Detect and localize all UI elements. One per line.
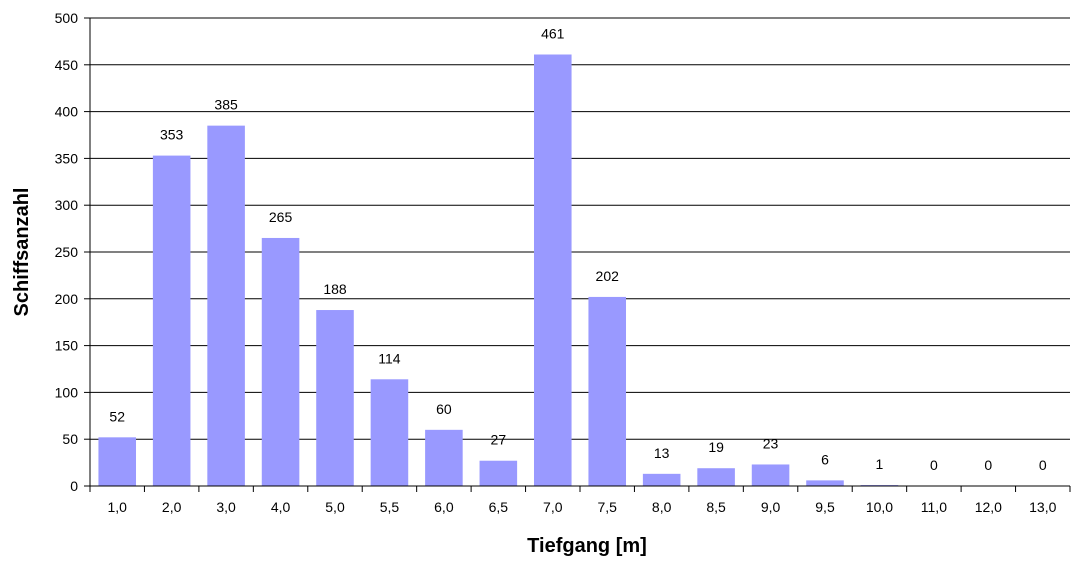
y-tick-label: 200 [55, 291, 79, 307]
x-tick-label: 12,0 [975, 499, 1002, 515]
y-tick-label: 100 [55, 384, 79, 400]
x-tick-label: 8,0 [652, 499, 672, 515]
x-tick-label: 6,0 [434, 499, 454, 515]
x-tick-label: 7,0 [543, 499, 563, 515]
bar [642, 473, 681, 486]
bar [533, 54, 572, 487]
x-tick-label: 13,0 [1029, 499, 1056, 515]
y-tick-label: 450 [55, 57, 79, 73]
data-label: 0 [984, 457, 992, 473]
data-label: 13 [654, 445, 670, 461]
data-label: 1 [876, 456, 884, 472]
bar [261, 237, 300, 486]
x-tick-label: 5,0 [325, 499, 345, 515]
data-label: 385 [214, 97, 238, 113]
data-label: 23 [763, 435, 779, 451]
bar [806, 480, 844, 486]
data-label: 52 [109, 408, 125, 424]
x-tick-label: 6,5 [489, 499, 509, 515]
y-tick-label: 300 [55, 197, 79, 213]
x-tick-label: 3,0 [216, 499, 236, 515]
data-label: 19 [708, 439, 724, 455]
bar [697, 468, 735, 486]
x-tick-label: 7,5 [597, 499, 617, 515]
data-label: 114 [378, 350, 401, 366]
y-tick-label: 0 [70, 478, 78, 494]
x-tick-label: 9,0 [761, 499, 781, 515]
x-tick-label: 5,5 [380, 499, 400, 515]
y-tick-label: 400 [55, 104, 79, 120]
y-tick-label: 500 [55, 10, 79, 26]
data-label: 0 [1039, 457, 1047, 473]
x-tick-label: 9,5 [815, 499, 835, 515]
x-axis-title: Tiefgang [m] [527, 535, 647, 557]
data-label: 353 [160, 127, 184, 143]
y-tick-label: 150 [55, 338, 79, 354]
data-label: 27 [491, 432, 507, 448]
data-label: 0 [930, 457, 938, 473]
bar [98, 437, 137, 486]
bar [425, 429, 463, 486]
bar [370, 379, 409, 486]
bar [479, 460, 518, 486]
y-tick-label: 50 [62, 431, 78, 447]
data-label: 265 [269, 209, 293, 225]
x-tick-label: 4,0 [271, 499, 291, 515]
x-tick-label: 8,5 [706, 499, 726, 515]
bar [588, 296, 627, 486]
bar [207, 125, 245, 486]
x-tick-label: 2,0 [162, 499, 182, 515]
bar [751, 464, 790, 486]
y-tick-label: 250 [55, 244, 79, 260]
bar [152, 155, 191, 487]
data-label: 202 [596, 268, 620, 284]
y-tick-label: 350 [55, 150, 79, 166]
y-axis-title: Schiffsanzahl [11, 188, 33, 317]
x-tick-label: 11,0 [921, 499, 947, 515]
bar [316, 310, 354, 486]
data-label: 60 [436, 401, 452, 417]
x-tick-label: 10,0 [866, 499, 893, 515]
data-label: 188 [323, 281, 347, 297]
data-label: 6 [821, 451, 829, 467]
x-tick-label: 1,0 [107, 499, 127, 515]
data-label: 461 [541, 26, 565, 42]
